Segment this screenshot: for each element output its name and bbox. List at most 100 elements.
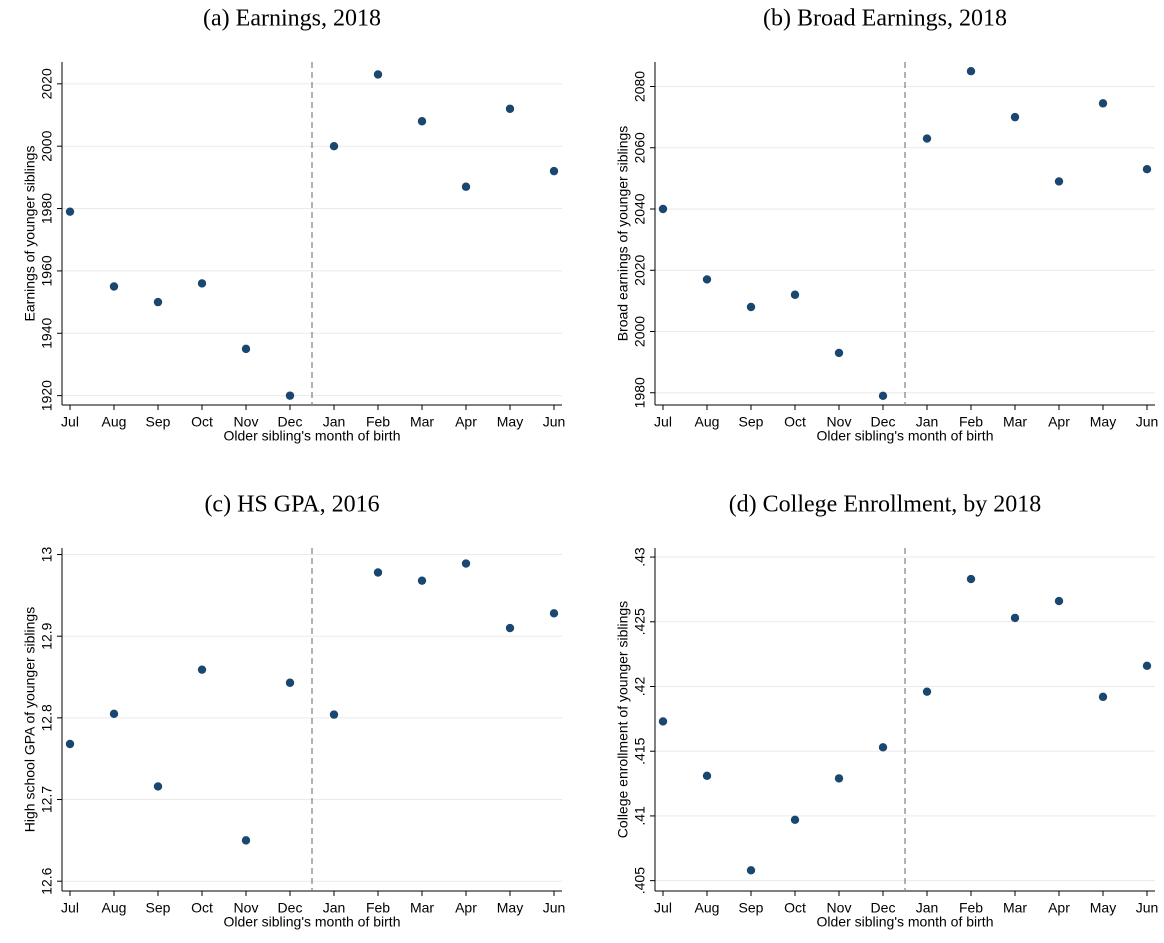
x-tick-label: Apr	[455, 900, 477, 916]
y-tick-label: 2000	[39, 130, 55, 161]
x-tick-label: Mar	[1003, 414, 1027, 430]
y-tick-label: 2020	[39, 68, 55, 99]
x-axis-title: Older sibling's month of birth	[817, 428, 994, 444]
x-tick-label: Oct	[191, 414, 213, 430]
y-tick-label: 12.7	[39, 786, 55, 813]
y-tick-label: 2000	[632, 316, 648, 347]
y-tick-label: 12.8	[39, 704, 55, 731]
x-tick-label: Mar	[410, 414, 434, 430]
point	[329, 141, 339, 151]
point	[153, 297, 163, 307]
x-tick-label: Nov	[234, 414, 259, 430]
point	[658, 717, 668, 726]
point	[241, 836, 251, 845]
x-tick-label: Dec	[278, 900, 303, 916]
y-axis-title: College enrollment of younger siblings	[615, 601, 631, 838]
point	[966, 66, 976, 76]
panel-title: (d) College Enrollment, by 2018	[729, 492, 1042, 518]
x-tick-label: Feb	[959, 414, 983, 430]
point	[1142, 164, 1152, 174]
y-tick-label: .405	[632, 867, 648, 894]
x-tick-label: Jul	[61, 900, 79, 916]
y-tick-label: .42	[632, 677, 648, 697]
point	[746, 866, 756, 875]
x-tick-label: Apr	[1048, 900, 1070, 916]
point	[834, 774, 844, 783]
y-tick-label: 1960	[39, 255, 55, 286]
x-tick-label: May	[1090, 414, 1116, 430]
y-axis-title: Broad earnings of younger siblings	[615, 126, 631, 342]
x-tick-label: Feb	[366, 414, 390, 430]
y-tick-label: 12.9	[39, 622, 55, 649]
point	[1010, 112, 1020, 122]
point	[790, 815, 800, 825]
point	[373, 568, 383, 577]
x-tick-label: Dec	[871, 414, 896, 430]
point	[549, 166, 559, 176]
x-tick-label: Jan	[323, 414, 346, 430]
point	[461, 559, 471, 568]
x-tick-label: Jun	[543, 900, 566, 916]
x-axis-title: Older sibling's month of birth	[224, 428, 401, 444]
y-tick-label: 1920	[39, 380, 55, 411]
x-tick-label: Jun	[543, 414, 566, 430]
point	[1054, 596, 1064, 606]
y-tick-label: .425	[632, 608, 648, 635]
point	[285, 391, 295, 400]
point	[1010, 613, 1020, 623]
point	[1098, 99, 1108, 108]
y-axis-title: Earnings of younger siblings	[22, 146, 38, 322]
x-tick-label: Sep	[146, 900, 171, 916]
point	[702, 275, 712, 284]
point	[373, 70, 383, 79]
x-tick-label: Jun	[1136, 414, 1159, 430]
x-tick-label: Apr	[1048, 414, 1070, 430]
x-tick-label: Aug	[102, 414, 127, 430]
point	[153, 782, 163, 791]
x-tick-label: Mar	[1003, 900, 1027, 916]
x-tick-label: Jul	[654, 414, 672, 430]
x-tick-label: May	[497, 414, 523, 430]
point	[922, 134, 932, 143]
point	[65, 207, 75, 216]
x-tick-label: Sep	[739, 414, 764, 430]
x-tick-label: Aug	[695, 414, 720, 430]
x-tick-label: May	[497, 900, 523, 916]
point	[1142, 661, 1152, 670]
point	[878, 391, 888, 401]
y-tick-label: 1980	[39, 193, 55, 224]
x-tick-label: Jun	[1136, 900, 1159, 916]
x-tick-label: Aug	[695, 900, 720, 916]
x-tick-label: Nov	[234, 900, 259, 916]
y-tick-label: .415	[632, 737, 648, 764]
point	[549, 609, 559, 618]
x-tick-label: Oct	[784, 900, 806, 916]
point	[417, 117, 427, 126]
point	[790, 290, 800, 299]
x-tick-label: Nov	[827, 900, 852, 916]
x-tick-label: Jul	[61, 414, 79, 430]
point	[65, 739, 75, 749]
point	[109, 709, 119, 718]
point	[461, 182, 471, 191]
point	[658, 204, 668, 214]
x-tick-label: Mar	[410, 900, 434, 916]
point	[505, 623, 515, 633]
point	[241, 344, 251, 354]
point	[505, 104, 515, 113]
point	[746, 302, 756, 312]
x-tick-label: Sep	[739, 900, 764, 916]
point	[197, 665, 207, 674]
x-axis-title: Older sibling's month of birth	[224, 914, 401, 930]
point	[197, 279, 207, 288]
x-tick-label: Nov	[827, 414, 852, 430]
panel-title: (a) Earnings, 2018	[203, 6, 381, 32]
x-tick-label: Dec	[871, 900, 896, 916]
y-tick-label: 2020	[632, 254, 648, 285]
point	[417, 576, 427, 585]
panel-title: (b) Broad Earnings, 2018	[763, 6, 1007, 32]
point	[329, 710, 339, 719]
point	[1054, 177, 1064, 186]
x-tick-label: Oct	[191, 900, 213, 916]
point	[966, 574, 976, 584]
